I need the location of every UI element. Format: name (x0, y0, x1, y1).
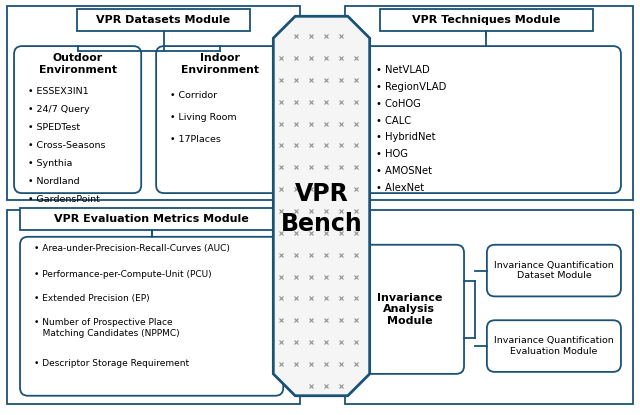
Text: VPR Evaluation Metrics Module: VPR Evaluation Metrics Module (54, 214, 249, 224)
Text: • Nordland: • Nordland (28, 177, 79, 186)
Text: Indoor
Environment: Indoor Environment (180, 53, 259, 75)
Text: • ESSEX3IN1: • ESSEX3IN1 (28, 87, 88, 96)
FancyBboxPatch shape (487, 320, 621, 372)
Text: • Number of Prospective Place
   Matching Candidates (NPPMC): • Number of Prospective Place Matching C… (34, 318, 180, 338)
Text: • CoHOG: • CoHOG (376, 99, 420, 109)
Text: • Descriptor Storage Requirement: • Descriptor Storage Requirement (34, 359, 189, 369)
Text: • HybridNet: • HybridNet (376, 132, 435, 142)
Text: Invariance Quantification
Dataset Module: Invariance Quantification Dataset Module (494, 261, 614, 280)
Text: • HOG: • HOG (376, 149, 408, 159)
Text: VPR: VPR (294, 182, 348, 206)
Bar (345, 6, 633, 200)
Text: • Area-under-Precision-Recall-Curves (AUC): • Area-under-Precision-Recall-Curves (AU… (34, 244, 230, 253)
Text: • Performance-per-Compute-Unit (PCU): • Performance-per-Compute-Unit (PCU) (34, 270, 212, 279)
Text: • CALC: • CALC (376, 116, 411, 126)
Text: Bench: Bench (280, 212, 362, 236)
FancyBboxPatch shape (14, 46, 141, 193)
Text: • RegionVLAD: • RegionVLAD (376, 82, 446, 92)
Polygon shape (273, 16, 370, 396)
Text: • SPEDTest: • SPEDTest (28, 123, 80, 132)
FancyBboxPatch shape (20, 237, 284, 396)
Text: • AMOSNet: • AMOSNet (376, 166, 431, 176)
Text: VPR Techniques Module: VPR Techniques Module (412, 15, 561, 25)
Bar (20, 208, 284, 230)
Text: • AlexNet: • AlexNet (376, 183, 424, 193)
Text: • Synthia: • Synthia (28, 159, 72, 168)
FancyBboxPatch shape (156, 46, 284, 193)
FancyBboxPatch shape (355, 245, 464, 374)
Text: • GardensPoint: • GardensPoint (28, 195, 100, 203)
FancyBboxPatch shape (358, 46, 621, 193)
Text: Outdoor
Environment: Outdoor Environment (38, 53, 116, 75)
Text: • Living Room: • Living Room (170, 113, 237, 122)
Text: Invariance Quantification
Evaluation Module: Invariance Quantification Evaluation Mod… (494, 337, 614, 356)
Bar (380, 9, 593, 31)
Text: VPR Datasets Module: VPR Datasets Module (97, 15, 230, 25)
Text: • Extended Precision (EP): • Extended Precision (EP) (34, 294, 150, 303)
Bar (7, 210, 300, 404)
Text: Invariance
Analysis
Module: Invariance Analysis Module (377, 293, 442, 326)
Text: • Corridor: • Corridor (170, 91, 217, 100)
Text: • 24/7 Query: • 24/7 Query (28, 105, 90, 114)
Bar (7, 6, 300, 200)
Text: • 17Places: • 17Places (170, 135, 221, 144)
Text: • Cross-Seasons: • Cross-Seasons (28, 141, 106, 150)
Bar (345, 210, 633, 404)
Bar (77, 9, 250, 31)
FancyBboxPatch shape (487, 245, 621, 296)
Text: • NetVLAD: • NetVLAD (376, 65, 429, 75)
